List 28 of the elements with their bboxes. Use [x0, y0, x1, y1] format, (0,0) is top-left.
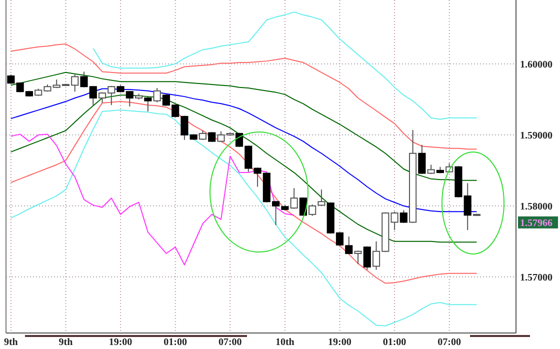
candlestick — [7, 74, 15, 84]
x-tick-label: 9th — [4, 337, 18, 348]
text: 1.57966 — [520, 218, 552, 229]
candlestick — [198, 130, 207, 140]
line-series — [92, 12, 478, 120]
line-series — [10, 134, 295, 266]
line-series — [10, 72, 478, 181]
line-series — [10, 110, 478, 326]
x-tick-label: 10th — [275, 337, 295, 348]
candlestick — [290, 188, 298, 210]
y-tick-label: 1.60000 — [520, 59, 552, 70]
x-tick-label: 9th — [58, 337, 74, 348]
x-tick-label: 01:00 — [164, 337, 187, 348]
line-series — [10, 44, 478, 150]
candlestick — [354, 250, 362, 265]
x-tick-label: 19:00 — [328, 337, 352, 348]
candlestick — [318, 189, 326, 206]
x-tick-label: 01:00 — [382, 337, 406, 348]
y-tick-label: 1.57000 — [520, 272, 552, 284]
candlestick — [153, 88, 161, 103]
candlestick — [427, 164, 435, 174]
x-tick-label: 19:00 — [108, 337, 132, 348]
candlestick — [308, 204, 316, 216]
x-tick-label: 07:00 — [218, 337, 242, 348]
y-tick-label: 1.59000 — [520, 130, 552, 142]
y-tick-label: 1.58000 — [520, 201, 552, 212]
x-tick-label: 07:00 — [438, 337, 461, 348]
line-series — [10, 101, 478, 284]
